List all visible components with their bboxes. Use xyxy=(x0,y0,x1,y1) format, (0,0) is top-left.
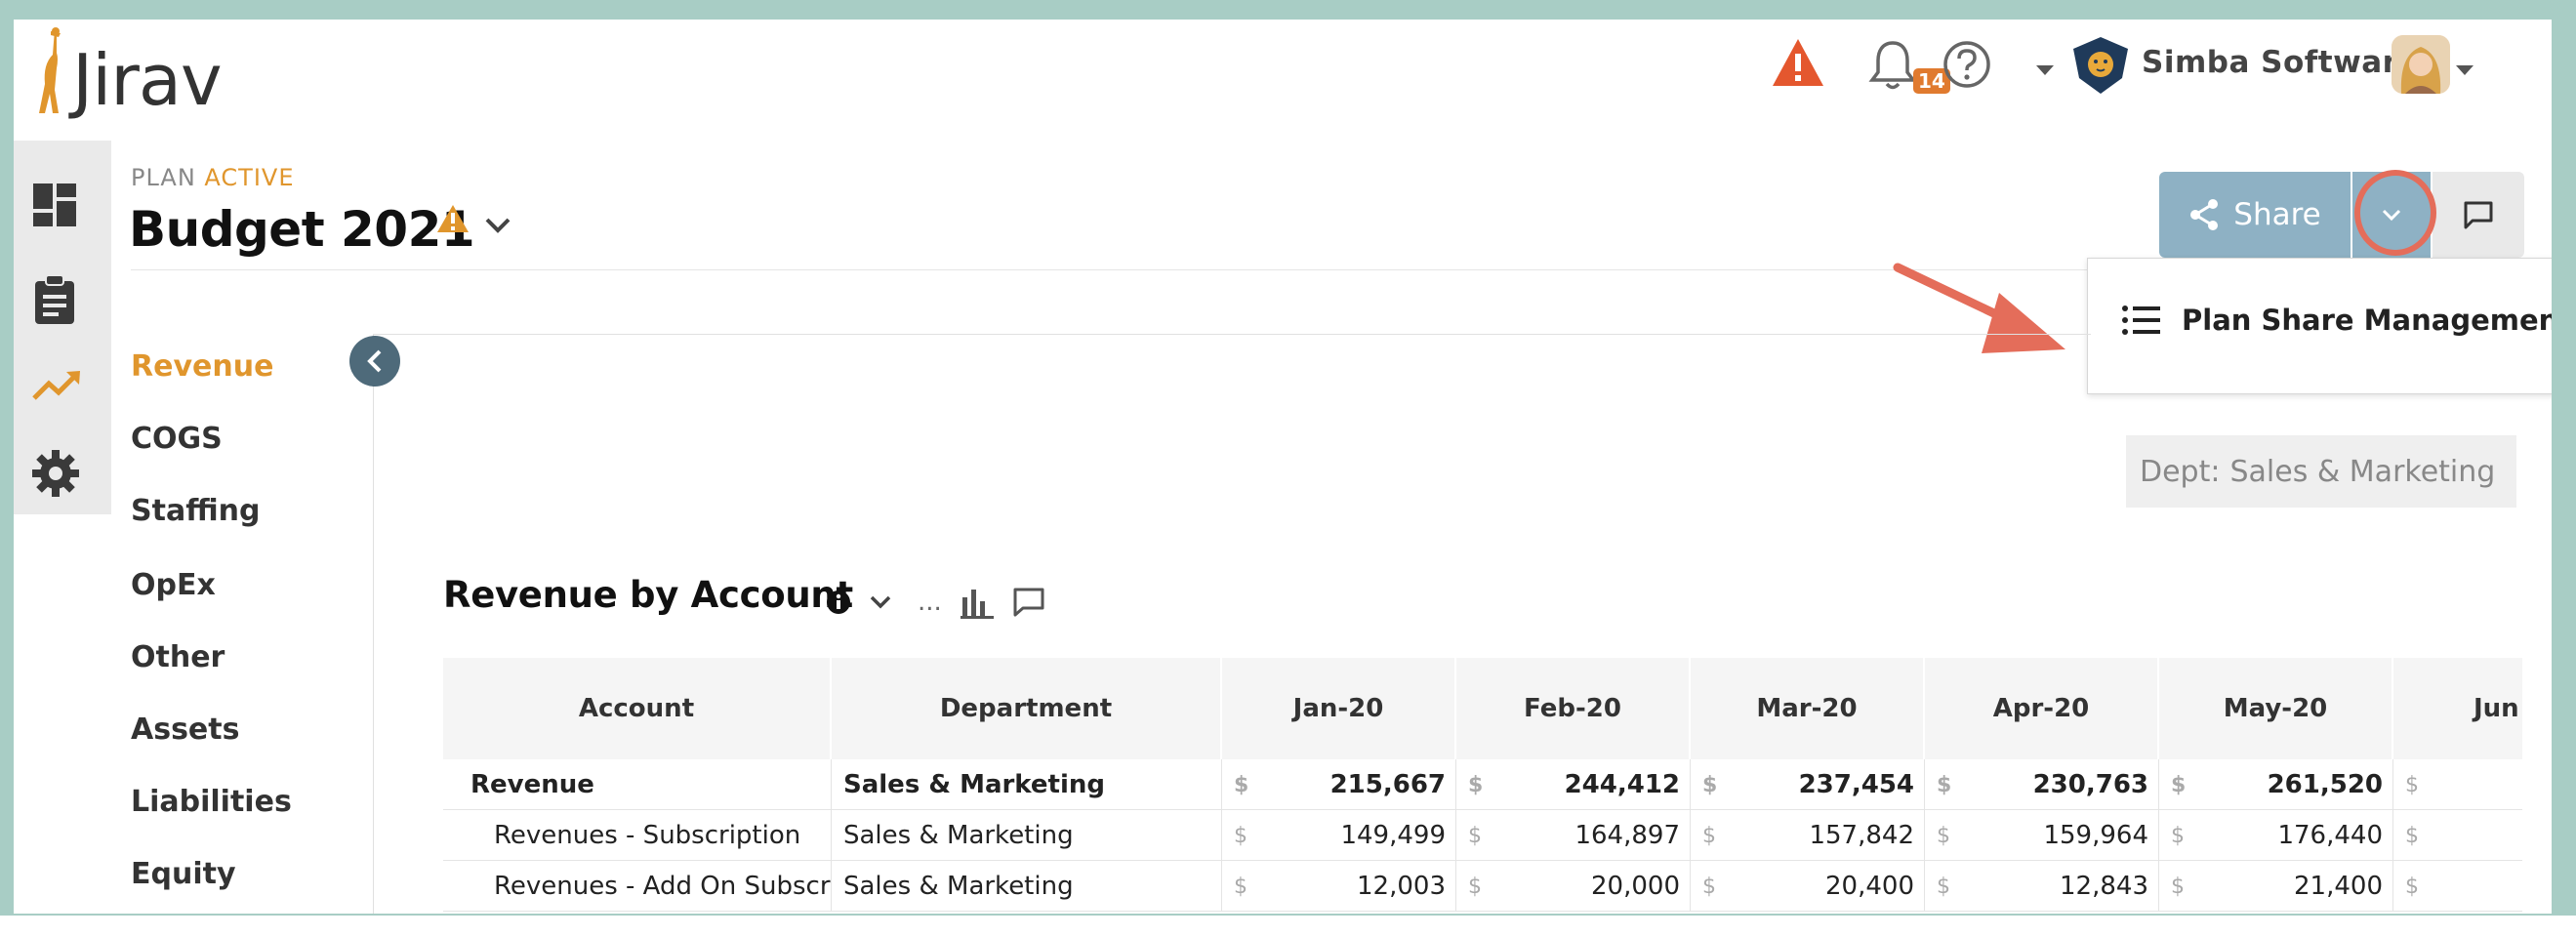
value-cell[interactable]: $215,667 xyxy=(1222,759,1456,810)
plan-status-label: PLAN ACTIVE xyxy=(131,164,294,191)
value-cell[interactable]: $159,964 xyxy=(1925,810,2159,861)
plan-label-prefix: PLAN xyxy=(131,164,196,191)
department-filter[interactable]: Dept: Sales & Marketing xyxy=(2126,435,2516,508)
account-cell: Revenues - Add On Subscri... xyxy=(443,861,832,912)
icon-sidebar xyxy=(14,141,111,514)
nav-item-staffing[interactable]: Staffing xyxy=(131,494,261,528)
column-header-department[interactable]: Department xyxy=(832,658,1222,759)
department-cell: Sales & Marketing xyxy=(832,810,1222,861)
value-cell-partial[interactable]: $ xyxy=(2405,823,2419,848)
column-header-apr[interactable]: Apr-20 xyxy=(1925,658,2159,759)
nav-item-other[interactable]: Other xyxy=(131,640,225,674)
column-header-mar[interactable]: Mar-20 xyxy=(1691,658,1925,759)
notification-count-badge: 14 xyxy=(1913,68,1950,94)
value-cell[interactable]: $244,412 xyxy=(1456,759,1691,810)
collapse-sidebar-button[interactable] xyxy=(349,336,400,387)
chevron-down-icon[interactable] xyxy=(869,594,892,610)
logo-text: Jirav xyxy=(72,39,223,121)
comment-icon[interactable] xyxy=(1012,587,1045,618)
value-cell[interactable]: $176,440 xyxy=(2159,810,2393,861)
table-header: Account Department Jan-20 Feb-20 Mar-20 … xyxy=(443,658,2522,759)
table-row[interactable]: Revenue Sales & Marketing $215,667 $244,… xyxy=(443,759,2522,810)
share-button-label: Share xyxy=(2233,197,2321,232)
info-icon[interactable] xyxy=(826,590,851,615)
plan-label-status: ACTIVE xyxy=(204,164,295,191)
share-button[interactable]: Share xyxy=(2159,172,2351,258)
value-cell-partial[interactable]: $ xyxy=(2405,772,2419,797)
table-title: Revenue by Account xyxy=(443,574,853,616)
trend-icon[interactable] xyxy=(31,367,84,406)
value-cell[interactable]: $261,520 xyxy=(2159,759,2393,810)
value-cell[interactable]: $157,842 xyxy=(1691,810,1925,861)
help-menu-caret-icon[interactable] xyxy=(2034,62,2056,81)
page-title: Budget 2021 xyxy=(129,201,475,258)
content-top-border xyxy=(373,334,2091,335)
value-cell[interactable]: $149,499 xyxy=(1222,810,1456,861)
column-header-feb[interactable]: Feb-20 xyxy=(1456,658,1691,759)
value-cell[interactable]: $164,897 xyxy=(1456,810,1691,861)
header-divider xyxy=(131,269,2532,270)
giraffe-logo-icon xyxy=(39,27,61,113)
chevron-left-icon xyxy=(367,349,382,373)
bottom-edge xyxy=(0,916,2576,937)
pointer-arrow-annotation xyxy=(1892,260,2073,371)
dept-filter-value: Sales & Marketing xyxy=(2229,454,2496,489)
notifications-bell-icon[interactable] xyxy=(1868,39,1917,96)
plan-share-management-menu-item[interactable]: Plan Share Management xyxy=(2121,304,2552,337)
table-row[interactable]: Revenues - Add On Subscri... Sales & Mar… xyxy=(443,861,2522,912)
clipboard-icon[interactable] xyxy=(31,273,78,330)
app-window: Jirav 14 Simba Software xyxy=(14,20,2552,914)
list-icon xyxy=(2122,306,2160,335)
value-cell[interactable]: $21,400 xyxy=(2159,861,2393,912)
dept-filter-label: Dept: xyxy=(2140,454,2221,489)
share-icon xyxy=(2190,199,2219,230)
highlight-circle-annotation xyxy=(2354,170,2436,256)
column-header-jun[interactable]: Jun xyxy=(2393,658,2552,759)
value-cell[interactable]: $20,000 xyxy=(1456,861,1691,912)
bar-chart-icon[interactable] xyxy=(960,586,995,619)
more-options-button[interactable]: ... xyxy=(918,588,942,617)
menu-item-label: Plan Share Management xyxy=(2182,304,2552,337)
comment-icon xyxy=(2464,201,2493,229)
column-header-jan[interactable]: Jan-20 xyxy=(1222,658,1456,759)
nav-item-equity[interactable]: Equity xyxy=(131,857,236,891)
help-icon[interactable] xyxy=(1942,39,1992,94)
comment-button[interactable] xyxy=(2433,172,2524,258)
dashboard-icon[interactable] xyxy=(31,182,78,232)
alert-warning-icon[interactable] xyxy=(1771,37,1825,92)
plan-select-chevron-icon[interactable] xyxy=(484,217,511,238)
nav-item-opex[interactable]: OpEx xyxy=(131,568,216,602)
account-cell: Revenue xyxy=(443,759,832,810)
nav-item-assets[interactable]: Assets xyxy=(131,713,240,747)
value-cell[interactable]: $230,763 xyxy=(1925,759,2159,810)
value-cell-partial[interactable]: $ xyxy=(2405,874,2419,899)
value-cell[interactable]: $12,843 xyxy=(1925,861,2159,912)
table-row[interactable]: Revenues - Subscription Sales & Marketin… xyxy=(443,810,2522,861)
plan-warning-icon[interactable] xyxy=(435,203,470,238)
gear-icon[interactable] xyxy=(31,449,80,502)
column-header-account[interactable]: Account xyxy=(443,658,832,759)
user-menu-caret-icon[interactable] xyxy=(2454,62,2475,81)
department-cell: Sales & Marketing xyxy=(832,759,1222,810)
nav-item-cogs[interactable]: COGS xyxy=(131,422,223,456)
department-cell: Sales & Marketing xyxy=(832,861,1222,912)
nav-item-liabilities[interactable]: Liabilities xyxy=(131,785,292,819)
value-cell[interactable]: $12,003 xyxy=(1222,861,1456,912)
company-lion-logo-icon xyxy=(2069,35,2132,100)
content-left-border xyxy=(373,334,374,914)
value-cell[interactable]: $237,454 xyxy=(1691,759,1925,810)
jirav-logo[interactable]: Jirav xyxy=(35,25,223,121)
account-cell: Revenues - Subscription xyxy=(443,810,832,861)
user-avatar[interactable] xyxy=(2392,35,2450,94)
nav-item-revenue[interactable]: Revenue xyxy=(131,349,274,384)
column-header-may[interactable]: May-20 xyxy=(2159,658,2393,759)
share-dropdown-menu: Plan Share Management xyxy=(2087,258,2552,394)
value-cell[interactable]: $20,400 xyxy=(1691,861,1925,912)
table-toolbar: ... xyxy=(826,586,1045,619)
company-name[interactable]: Simba Software xyxy=(2142,45,2419,80)
